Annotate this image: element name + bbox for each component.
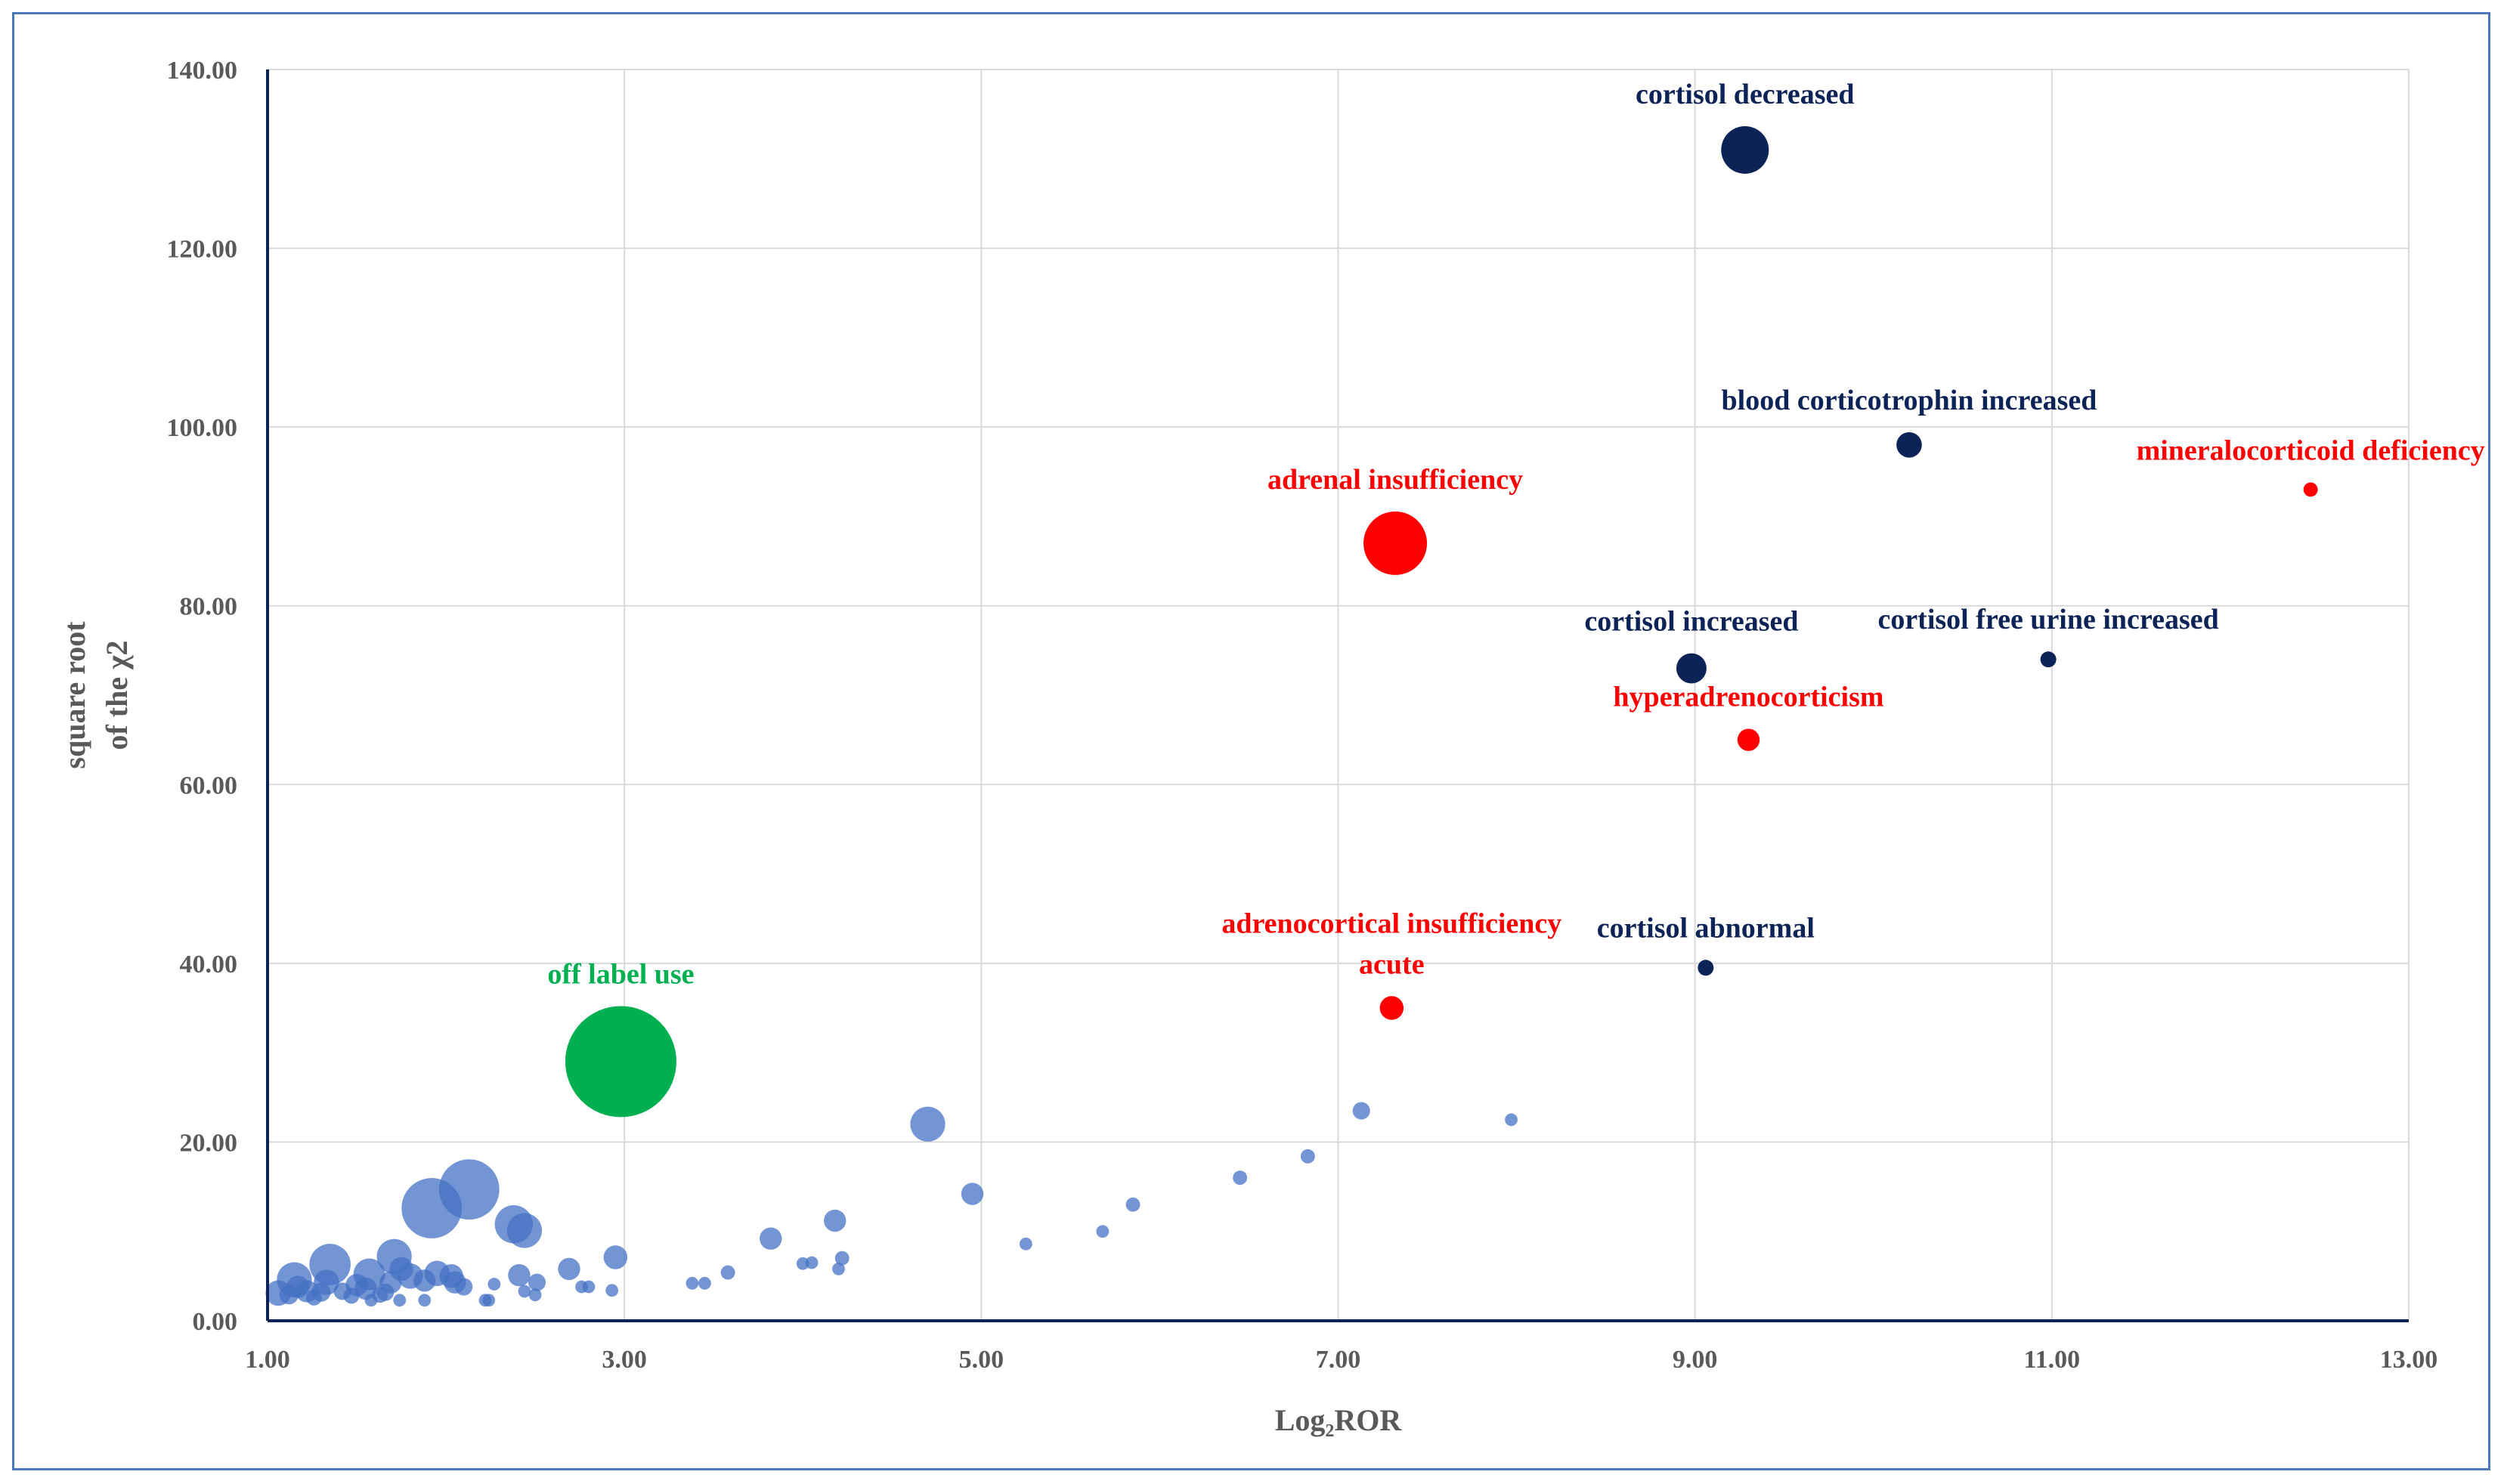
point-labels: cortisol decreased blood corticotrophin i… [547, 79, 2484, 991]
point-label: adrenal insufficiency [1267, 464, 1523, 496]
highlighted-point [2303, 482, 2318, 497]
x-tick-label: 11.00 [2024, 1346, 2081, 1374]
point-label: blood corticotrophin increased [1722, 385, 2097, 416]
data-point [832, 1262, 845, 1275]
data-point [605, 1284, 619, 1297]
point-label: off label use [547, 958, 694, 990]
data-point [1505, 1113, 1518, 1127]
data-point [508, 1263, 531, 1287]
data-point [834, 1251, 850, 1266]
highlighted-point [1698, 960, 1714, 976]
y-tick-label: 60.00 [180, 771, 238, 799]
highlighted-point [2040, 651, 2057, 668]
data-point [401, 1178, 463, 1238]
data-point [760, 1227, 782, 1250]
highlighted-point [1363, 511, 1428, 575]
x-tick-label: 13.00 [2380, 1346, 2438, 1374]
axes [266, 70, 2409, 1322]
y-tick-label: 100.00 [167, 414, 238, 442]
data-point [796, 1257, 809, 1270]
data-point [487, 1278, 501, 1291]
x-tick-label: 9.00 [1673, 1346, 1718, 1374]
highlighted-point [565, 1006, 676, 1118]
point-label: cortisol decreased [1636, 79, 1855, 110]
data-point [961, 1183, 984, 1205]
x-axis-title: Log₂ROR [1275, 1403, 1403, 1437]
y-tick-label: 0.00 [193, 1308, 238, 1336]
data-point [376, 1238, 412, 1274]
highlighted-point [1737, 728, 1760, 751]
data-point [603, 1245, 628, 1269]
y-tick-label: 80.00 [180, 593, 238, 621]
y-axis-title-line: of the χ2 [100, 640, 134, 750]
x-tick-label: 7.00 [1316, 1346, 1361, 1374]
data-point [494, 1205, 533, 1244]
y-axis-title-line: square root [57, 621, 91, 769]
point-label: acute [1359, 948, 1425, 980]
data-point [720, 1265, 735, 1280]
x-tick-label: 3.00 [602, 1346, 647, 1374]
data-point [1352, 1102, 1370, 1120]
data-point [528, 1273, 546, 1291]
point-label: hyperadrenocorticism [1613, 681, 1883, 713]
highlighted-point [1896, 432, 1922, 458]
point-label: cortisol abnormal [1597, 912, 1815, 944]
point-label: adrenocortical insufficiency [1221, 907, 1561, 939]
data-point [518, 1285, 531, 1298]
y-tick-label: 140.00 [167, 57, 238, 85]
data-point [558, 1257, 580, 1281]
x-tick-label: 5.00 [959, 1346, 1004, 1374]
gridlines [268, 69, 2410, 1321]
y-tick-label: 120.00 [167, 236, 238, 264]
highlighted-point [1676, 653, 1707, 684]
data-point [575, 1280, 588, 1294]
data-point [1019, 1237, 1032, 1251]
data-point [1096, 1225, 1110, 1238]
data-point [393, 1294, 407, 1307]
point-label: cortisol increased [1584, 606, 1798, 638]
y-tick-label: 40.00 [180, 951, 238, 979]
data-point [478, 1294, 492, 1307]
data-point [1300, 1149, 1315, 1164]
tick-labels: 0.00 20.00 40.00 60.00 80.00 100.00 120.00 140.… [167, 57, 2438, 1374]
data-point [528, 1288, 542, 1302]
y-axis-title: square root of the χ2 [57, 621, 134, 769]
data-point [265, 1280, 291, 1306]
data-point [698, 1276, 711, 1290]
data-point [824, 1209, 846, 1232]
highlighted-points [565, 125, 2318, 1118]
highlighted-point [1721, 125, 1769, 174]
highlighted-point [1379, 996, 1404, 1020]
data-point [910, 1106, 946, 1142]
data-point [1125, 1197, 1141, 1212]
point-label: mineralocorticoid deficiency [2137, 434, 2485, 466]
point-label: cortisol free urine increased [1877, 604, 2218, 635]
y-tick-label: 20.00 [180, 1129, 238, 1157]
x-tick-label: 1.00 [245, 1346, 290, 1374]
data-point [1233, 1170, 1248, 1186]
background-points [265, 1102, 1518, 1307]
data-point [418, 1294, 432, 1307]
data-point [686, 1276, 699, 1290]
